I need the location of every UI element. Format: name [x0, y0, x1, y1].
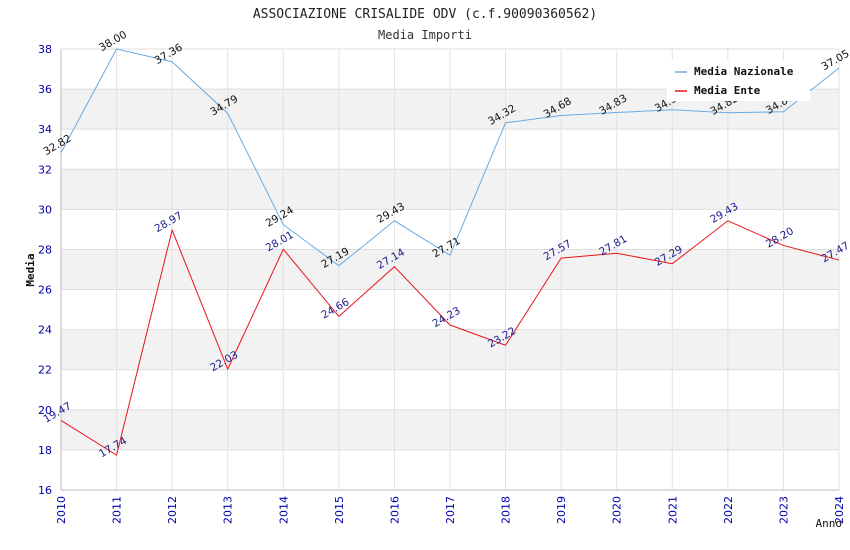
x-tick-label: 2011 — [111, 496, 124, 524]
x-tick-label: 2018 — [500, 496, 513, 524]
x-tick-label: 2016 — [388, 496, 401, 524]
data-label-ente: 28.97 — [153, 210, 185, 235]
x-tick-label: 2012 — [166, 496, 179, 524]
y-axis-title: Media — [24, 253, 37, 286]
x-tick-label: 2020 — [611, 496, 624, 524]
legend-label-nazionale: Media Nazionale — [694, 65, 794, 78]
y-tick-label: 30 — [38, 203, 52, 216]
series-lines — [60, 48, 840, 456]
y-tick-label: 36 — [38, 83, 52, 96]
x-tick-label: 2017 — [444, 496, 457, 524]
y-tick-label: 18 — [38, 444, 52, 457]
legend: Media Nazionale Media Ente — [667, 60, 810, 101]
y-tick-label: 20 — [38, 404, 52, 417]
y-tick-label: 26 — [38, 284, 52, 297]
x-tick-label: 2019 — [555, 496, 568, 524]
series-line-media-nazionale — [60, 48, 840, 267]
x-tick-label: 2010 — [55, 496, 68, 524]
data-label-nazionale: 32.82 — [41, 133, 73, 158]
legend-label-ente: Media Ente — [694, 84, 761, 97]
x-tick-label: 2013 — [222, 496, 235, 524]
x-axis-title: Anno — [816, 517, 843, 530]
data-label-nazionale: 37.36 — [153, 41, 185, 67]
data-label-ente: 24.23 — [430, 305, 462, 330]
x-tick-label: 2022 — [722, 496, 735, 524]
x-tick-labels: 2010 2011 2012 2013 2014 2015 2016 2017 2018 2019… — [55, 496, 846, 524]
axes — [60, 49, 839, 491]
y-tick-label: 32 — [38, 163, 52, 176]
gridlines — [60, 48, 840, 491]
x-tick-label: 2015 — [333, 496, 346, 524]
data-label-nazionale: 37.05 — [819, 48, 850, 73]
chart-title: ASSOCIAZIONE CRISALIDE ODV (c.f.90090360… — [253, 7, 597, 22]
y-tick-label: 38 — [38, 43, 52, 56]
y-tick-label: 16 — [38, 484, 52, 497]
chart-subtitle: Media Importi — [378, 28, 472, 42]
series-line-media-ente — [60, 220, 840, 456]
y-tick-label: 34 — [38, 123, 52, 136]
y-tick-labels: 16 18 20 22 24 26 28 30 32 34 36 38 — [38, 43, 52, 497]
y-tick-label: 24 — [38, 324, 52, 337]
x-tick-label: 2023 — [777, 496, 790, 524]
data-label-ente: 28.20 — [764, 225, 796, 250]
y-tick-label: 22 — [38, 364, 52, 377]
x-tick-label: 2024 — [833, 496, 846, 524]
y-tick-label: 28 — [38, 243, 52, 256]
legend-background — [667, 60, 810, 101]
x-tick-label: 2021 — [666, 496, 679, 524]
x-tick-label: 2014 — [277, 496, 290, 524]
data-label-ente: 24.66 — [319, 296, 351, 322]
